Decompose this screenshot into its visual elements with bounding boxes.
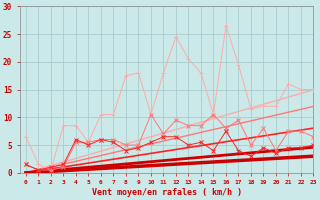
X-axis label: Vent moyen/en rafales ( km/h ): Vent moyen/en rafales ( km/h ): [92, 188, 242, 197]
